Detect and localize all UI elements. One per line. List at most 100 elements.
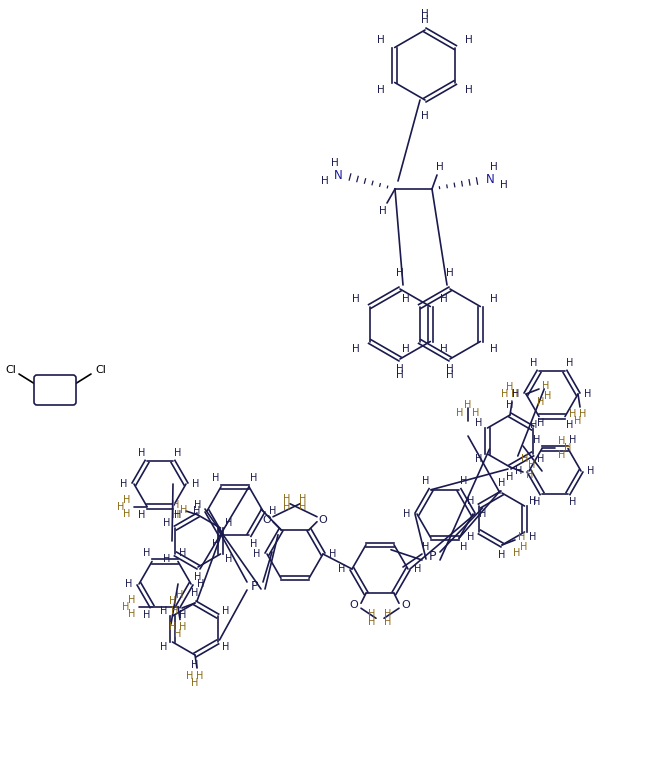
Text: H: H: [421, 9, 429, 19]
Text: H: H: [160, 606, 168, 616]
Text: H: H: [521, 454, 528, 464]
Text: H: H: [384, 617, 392, 627]
Text: H: H: [369, 609, 376, 619]
Text: H: H: [542, 381, 550, 391]
Text: H: H: [558, 450, 566, 460]
Text: H: H: [138, 448, 146, 458]
Text: H: H: [396, 370, 404, 379]
Text: H: H: [299, 502, 307, 512]
Text: H: H: [538, 397, 545, 407]
Text: O: O: [263, 515, 272, 525]
Text: O: O: [318, 515, 328, 525]
Text: H: H: [128, 594, 136, 605]
Text: H: H: [163, 518, 170, 528]
Text: H: H: [446, 370, 454, 379]
Text: H: H: [213, 473, 220, 483]
Text: H: H: [179, 610, 187, 620]
Text: H: H: [512, 389, 519, 399]
Text: H: H: [479, 509, 487, 519]
Text: H: H: [176, 590, 184, 600]
Text: H: H: [421, 111, 429, 121]
Text: H: H: [174, 629, 182, 639]
Text: H: H: [533, 497, 541, 507]
Text: H: H: [467, 496, 474, 506]
Text: H: H: [269, 506, 277, 516]
Text: H: H: [193, 506, 201, 516]
Text: H: H: [174, 448, 182, 458]
Text: H: H: [446, 268, 454, 278]
Text: H: H: [501, 389, 509, 399]
Text: H: H: [226, 554, 233, 564]
Text: H: H: [384, 609, 392, 619]
Text: H: H: [575, 416, 582, 426]
Text: H: H: [518, 532, 526, 542]
Text: O: O: [402, 601, 410, 610]
Text: H: H: [467, 532, 474, 542]
Text: H: H: [330, 549, 337, 559]
Text: H: H: [379, 206, 387, 216]
Text: H: H: [564, 443, 572, 453]
Text: H: H: [250, 539, 257, 549]
Text: H: H: [352, 344, 360, 354]
Text: H: H: [179, 548, 187, 558]
Text: H: H: [465, 86, 473, 95]
Text: H: H: [338, 564, 346, 574]
Text: H: H: [520, 542, 528, 552]
Text: H: H: [377, 86, 385, 95]
Text: H: H: [402, 344, 410, 354]
Text: H: H: [464, 400, 472, 410]
Text: Ru: Ru: [49, 390, 61, 400]
Text: H: H: [160, 642, 168, 652]
Text: H: H: [499, 478, 506, 488]
Text: H: H: [584, 389, 592, 399]
Text: H: H: [213, 539, 220, 549]
Text: H: H: [530, 496, 537, 506]
Text: H: H: [192, 479, 200, 489]
Text: H: H: [460, 542, 468, 552]
Text: H: H: [196, 671, 203, 681]
Text: N: N: [486, 172, 495, 185]
Text: H: H: [569, 409, 577, 419]
Text: H: H: [191, 678, 199, 688]
Text: H: H: [172, 500, 179, 510]
Text: H: H: [569, 497, 577, 507]
Text: H: H: [179, 622, 187, 632]
Text: H: H: [172, 606, 179, 616]
Text: H: H: [194, 500, 202, 510]
Text: H: H: [490, 344, 498, 354]
Text: H: H: [530, 532, 537, 542]
Text: H: H: [506, 400, 514, 410]
Text: H: H: [187, 671, 194, 681]
Text: H: H: [414, 564, 422, 574]
Text: H: H: [440, 294, 448, 304]
Text: H: H: [124, 509, 131, 519]
Text: H: H: [544, 391, 552, 401]
Text: H: H: [436, 162, 444, 172]
Text: H: H: [538, 418, 545, 428]
Text: H: H: [117, 502, 125, 512]
Text: Abs: Abs: [46, 380, 64, 390]
Text: H: H: [172, 510, 179, 520]
FancyBboxPatch shape: [34, 375, 76, 405]
Text: H: H: [403, 509, 411, 519]
Text: H: H: [283, 502, 291, 512]
Text: H: H: [558, 436, 566, 446]
Text: Cl: Cl: [96, 365, 107, 375]
Text: H: H: [138, 510, 146, 520]
Text: H: H: [515, 466, 523, 476]
Text: H: H: [579, 409, 587, 419]
Text: H: H: [499, 550, 506, 560]
Text: N: N: [333, 168, 343, 182]
Text: H: H: [222, 606, 230, 616]
Text: H: H: [180, 505, 188, 515]
Text: H: H: [250, 473, 257, 483]
Text: H: H: [530, 358, 538, 368]
Text: H: H: [352, 294, 360, 304]
Text: H: H: [421, 15, 429, 25]
Text: H: H: [506, 472, 514, 482]
Text: H: H: [331, 158, 339, 168]
Text: H: H: [446, 364, 454, 374]
Text: H: H: [422, 542, 430, 552]
Text: H: H: [122, 601, 130, 612]
Text: H: H: [222, 642, 230, 652]
